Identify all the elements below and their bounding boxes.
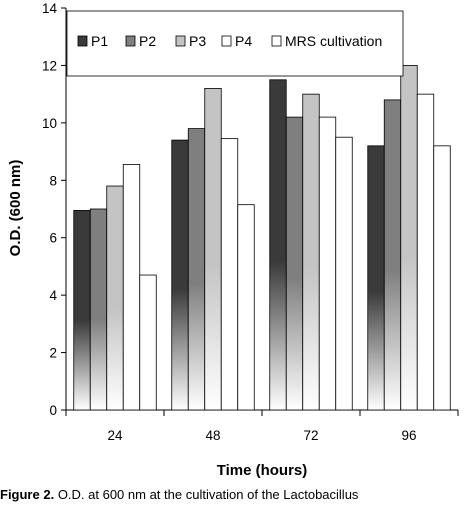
legend-label: P2 <box>139 33 156 49</box>
x-tick-label: 24 <box>107 428 123 443</box>
caption-label: Figure 2. <box>0 487 55 502</box>
bar-p4-96 <box>416 93 435 411</box>
caption-text: O.D. at 600 nm at the cultivation of the… <box>57 487 359 502</box>
bar-mrs-cultivation-24 <box>139 274 157 411</box>
x-tick-label: 96 <box>401 428 416 443</box>
y-tick-label: 2 <box>49 346 57 361</box>
bar-p2-24 <box>89 208 108 411</box>
y-tick-label: 0 <box>49 403 57 418</box>
legend-swatch <box>175 35 186 47</box>
bars <box>73 65 451 411</box>
legend-swatch <box>77 35 88 47</box>
bar-p3-96 <box>400 65 418 411</box>
y-tick-label: 8 <box>49 173 57 188</box>
x-tick-label: 48 <box>205 428 220 443</box>
legend-label: P4 <box>235 33 252 49</box>
legend-label: P3 <box>189 33 206 49</box>
y-tick-label: 12 <box>42 58 57 73</box>
bar-p4-24 <box>122 164 141 411</box>
figure-caption: Figure 2. O.D. at 600 nm at the cultivat… <box>0 487 474 505</box>
legend-swatch <box>221 35 232 47</box>
bar-p2-72 <box>285 116 304 411</box>
bar-p1-24 <box>73 210 91 411</box>
bar-p1-96 <box>367 145 385 411</box>
bar-p3-48 <box>204 88 222 411</box>
legend-swatch <box>125 35 136 47</box>
legend-label: MRS cultivation <box>285 33 382 49</box>
bar-p4-72 <box>318 116 337 411</box>
bar-p3-24 <box>106 185 124 411</box>
y-tick-label: 6 <box>49 231 57 246</box>
bar-p2-48 <box>187 128 206 411</box>
bar-p1-72 <box>269 79 287 411</box>
bar-mrs-cultivation-48 <box>237 204 255 411</box>
bar-p3-72 <box>302 93 320 411</box>
y-tick-label: 14 <box>42 1 58 16</box>
y-tick-label: 10 <box>42 116 57 131</box>
legend-swatch <box>271 35 282 47</box>
legend-box <box>66 10 404 77</box>
legend-label: P1 <box>91 33 108 49</box>
x-axis-title: Time (hours) <box>217 462 308 479</box>
bar-p2-96 <box>383 99 402 411</box>
x-tick-label: 72 <box>303 428 318 443</box>
y-tick-label: 4 <box>49 288 57 303</box>
y-axis-title: O.D. (600 nm) <box>7 160 24 257</box>
bar-mrs-cultivation-96 <box>433 145 451 411</box>
legend: P1 P2 P3 P4 MRS cultivation <box>66 10 404 77</box>
bar-p1-48 <box>171 139 189 411</box>
bar-p4-48 <box>220 138 239 411</box>
bar-mrs-cultivation-72 <box>335 136 353 411</box>
